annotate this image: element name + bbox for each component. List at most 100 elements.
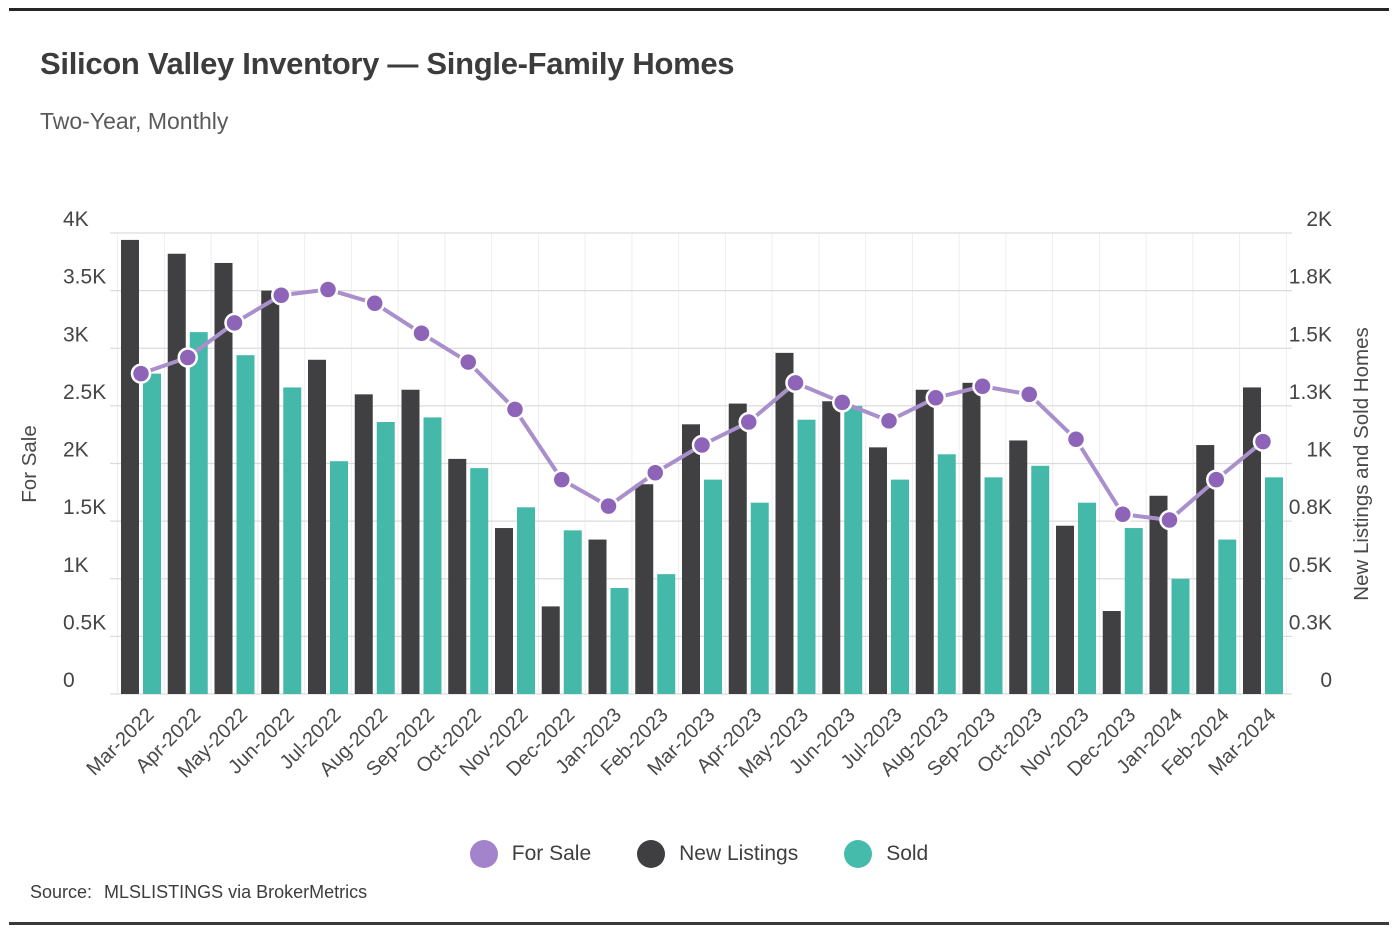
bar-sold bbox=[1171, 578, 1190, 694]
legend-item-for-sale: For Sale bbox=[469, 840, 592, 868]
source-value: MLSLISTINGS via BrokerMetrics bbox=[104, 882, 368, 902]
bar-sold bbox=[1031, 465, 1050, 694]
for-sale-point bbox=[878, 410, 900, 432]
for-sale-point bbox=[738, 411, 759, 433]
bar-sold bbox=[1218, 539, 1237, 694]
legend-item-sold: Sold bbox=[844, 840, 928, 868]
bar-sold bbox=[517, 507, 535, 694]
bar-new-listings bbox=[1102, 611, 1121, 694]
bar-sold bbox=[937, 454, 956, 694]
bar-sold bbox=[1124, 528, 1143, 694]
right-axis-tick: 0.5K bbox=[1289, 554, 1332, 577]
bar-new-listings bbox=[869, 447, 887, 694]
bar-new-listings bbox=[728, 403, 747, 694]
bar-new-listings bbox=[775, 352, 794, 694]
for-sale-point bbox=[1252, 431, 1274, 452]
left-axis-tick: 0 bbox=[63, 669, 75, 692]
bar-new-listings bbox=[588, 539, 607, 694]
bar-new-listings bbox=[495, 528, 513, 694]
for-sale-point bbox=[1065, 429, 1087, 450]
for-sale-point bbox=[1019, 384, 1040, 405]
right-axis-tick: 0.8K bbox=[1289, 496, 1332, 519]
bar-new-listings bbox=[822, 401, 841, 694]
bar-sold bbox=[797, 419, 816, 694]
right-axis-tick: 0 bbox=[1320, 669, 1332, 692]
right-axis-tick: 1.3K bbox=[1289, 381, 1332, 404]
bar-sold bbox=[376, 422, 395, 694]
bar-new-listings bbox=[1243, 387, 1261, 694]
legend-label-for-sale: For Sale bbox=[511, 842, 592, 865]
left-axis-tick: 4K bbox=[63, 208, 89, 231]
left-axis-tick: 1.5K bbox=[63, 496, 106, 519]
left-axis-title: For Sale bbox=[18, 425, 41, 502]
for-sale-point bbox=[224, 312, 245, 334]
bar-new-listings bbox=[354, 394, 373, 694]
for-sale-point bbox=[271, 284, 292, 306]
right-axis-tick: 0.3K bbox=[1289, 611, 1332, 634]
sold-swatch-icon bbox=[844, 840, 873, 868]
for-sale-swatch-icon bbox=[469, 840, 498, 868]
bar-sold bbox=[750, 502, 769, 694]
bottom-divider bbox=[9, 922, 1389, 925]
bar-sold bbox=[1078, 502, 1096, 694]
bar-new-listings bbox=[1009, 440, 1028, 694]
right-axis-tick: 1.5K bbox=[1289, 323, 1332, 346]
for-sale-point bbox=[130, 363, 152, 384]
for-sale-point bbox=[691, 434, 713, 456]
left-axis-tick: 3.5K bbox=[63, 266, 106, 289]
for-sale-point bbox=[598, 495, 619, 517]
page-subtitle: Two-Year, Monthly bbox=[40, 108, 229, 134]
legend-item-new-listings: New Listings bbox=[637, 840, 798, 868]
for-sale-point bbox=[1159, 509, 1180, 531]
for-sale-point bbox=[925, 387, 946, 409]
left-axis-tick: 3K bbox=[63, 323, 89, 346]
for-sale-point bbox=[504, 399, 526, 420]
bar-sold bbox=[844, 405, 863, 694]
bar-sold bbox=[236, 355, 255, 694]
for-sale-point bbox=[364, 293, 385, 314]
source-label: Source: bbox=[30, 882, 93, 902]
bar-sold bbox=[423, 417, 442, 694]
bar-sold bbox=[1265, 477, 1283, 694]
legend-label-new-listings: New Listings bbox=[679, 842, 799, 865]
bar-sold bbox=[704, 479, 722, 694]
bar-new-listings bbox=[121, 239, 139, 695]
for-sale-point bbox=[1206, 469, 1227, 490]
for-sale-point bbox=[785, 372, 806, 394]
bar-new-listings bbox=[1056, 525, 1074, 694]
for-sale-point bbox=[645, 462, 666, 483]
bar-sold bbox=[283, 387, 302, 694]
top-divider bbox=[9, 8, 1389, 11]
for-sale-point bbox=[1112, 503, 1133, 525]
bar-new-listings bbox=[682, 424, 700, 694]
bar-sold bbox=[563, 530, 582, 694]
for-sale-point bbox=[177, 347, 198, 368]
bar-new-listings bbox=[541, 606, 560, 694]
right-axis-tick: 1.8K bbox=[1289, 266, 1332, 289]
left-axis-tick: 2.5K bbox=[63, 381, 106, 404]
chart-legend: For Sale New Listings Sold bbox=[0, 840, 1398, 868]
bar-new-listings bbox=[261, 290, 280, 694]
bar-new-listings bbox=[448, 458, 467, 694]
for-sale-point bbox=[972, 376, 993, 397]
bar-new-listings bbox=[308, 359, 326, 694]
bar-sold bbox=[891, 479, 909, 694]
bar-sold bbox=[657, 574, 676, 694]
bar-sold bbox=[470, 468, 489, 694]
left-axis-tick: 2K bbox=[63, 439, 89, 462]
for-sale-point bbox=[458, 351, 479, 373]
bar-new-listings bbox=[214, 262, 233, 694]
bar-sold bbox=[189, 332, 208, 694]
for-sale-point bbox=[411, 323, 432, 344]
bar-new-listings bbox=[401, 389, 420, 694]
bar-new-listings bbox=[635, 484, 654, 694]
bar-new-listings bbox=[1196, 445, 1215, 694]
left-axis-tick: 1K bbox=[63, 554, 89, 577]
bar-sold bbox=[143, 373, 161, 694]
page-title: Silicon Valley Inventory — Single-Family… bbox=[40, 46, 735, 81]
source-line: Source: MLSLISTINGS via BrokerMetrics bbox=[30, 882, 367, 903]
new-listings-swatch-icon bbox=[637, 840, 666, 868]
right-axis-tick: 2K bbox=[1306, 208, 1332, 231]
bar-sold bbox=[984, 477, 1003, 694]
